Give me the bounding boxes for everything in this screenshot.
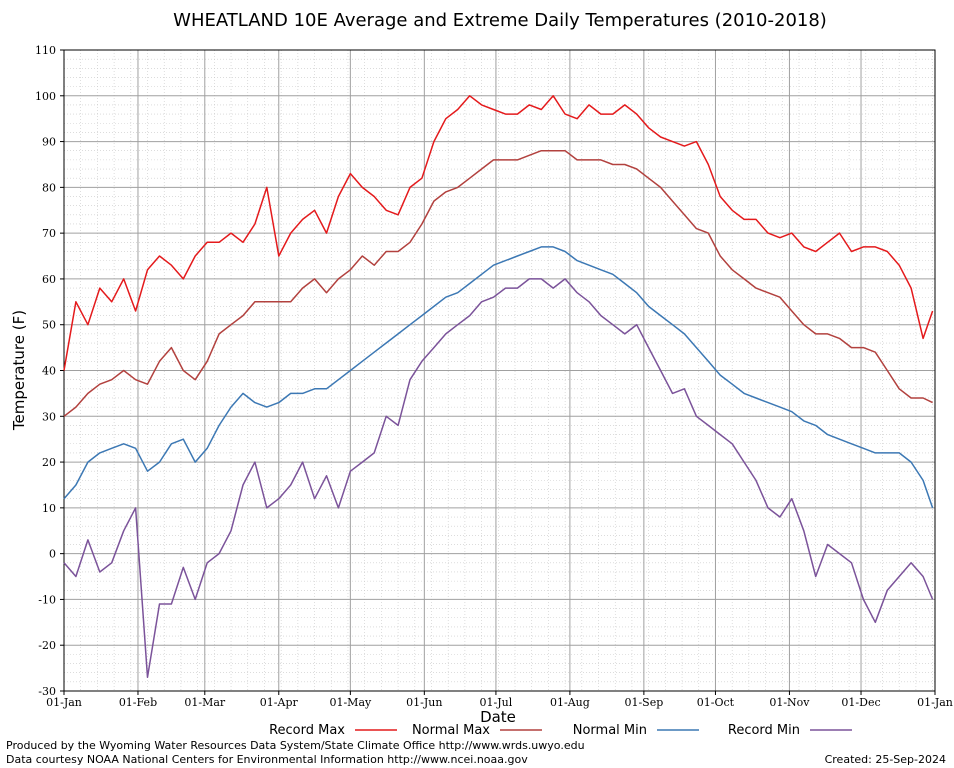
x-tick-label: 01-Sep — [624, 696, 663, 709]
x-tick-label: 01-Jan — [46, 696, 82, 709]
series-line-record-min — [63, 278, 934, 679]
y-tick-label: 30 — [42, 410, 56, 423]
chart-title: WHEATLAND 10E Average and Extreme Daily … — [173, 10, 827, 31]
series-line-normal-max — [63, 149, 933, 417]
footer-source: Data courtesy NOAA National Centers for … — [6, 753, 528, 766]
y-tick-label: 70 — [42, 227, 56, 240]
y-tick-label: 40 — [42, 365, 56, 378]
legend-label: Record Max — [269, 723, 345, 738]
y-tick-label: 110 — [35, 44, 56, 57]
y-tick-label: 100 — [35, 90, 56, 103]
x-axis-ticks: 01-Jan 01-Feb 01-Mar 01-Apr 01-May 01-Jun 01-J… — [46, 691, 953, 709]
y-tick-label: -30 — [38, 685, 56, 698]
legend-label: Normal Max — [412, 723, 490, 738]
y-tick-label: 80 — [42, 181, 56, 194]
x-tick-label: 01-Jun — [406, 696, 442, 709]
y-tick-label: 20 — [42, 456, 56, 469]
series-line-normal-min — [63, 246, 934, 509]
major-gridlines — [63, 49, 936, 692]
y-tick-label: -20 — [38, 639, 56, 652]
x-tick-label: 01-Feb — [119, 696, 157, 709]
series-lines — [63, 95, 934, 679]
x-tick-label: 01-Nov — [769, 696, 810, 709]
y-axis-ticks: -30 -20 -10 0 10 20 30 40 50 60 70 80 90 100 110 — [35, 44, 64, 698]
x-tick-label: 01-Dec — [841, 696, 880, 709]
legend-label: Record Min — [728, 723, 800, 738]
x-tick-label: 01-Mar — [184, 696, 226, 709]
legend: Record Max Normal Max Normal Min Record Min — [269, 723, 852, 738]
y-tick-label: 90 — [42, 136, 56, 149]
x-tick-label: 01-Jul — [480, 696, 513, 709]
series-line-record-max — [63, 95, 934, 371]
x-tick-label: 01-May — [329, 696, 372, 709]
footer-created: Created: 25-Sep-2024 — [825, 753, 946, 766]
y-tick-label: -10 — [38, 593, 56, 606]
x-tick-label: 01-Aug — [550, 696, 590, 709]
y-tick-label: 50 — [42, 319, 56, 332]
x-tick-label: 01-Apr — [260, 696, 299, 709]
minor-gridlines — [63, 50, 935, 691]
y-tick-label: 0 — [49, 548, 56, 561]
x-tick-label: 01-Jan — [917, 696, 953, 709]
y-axis-label: Temperature (F) — [10, 310, 28, 431]
y-tick-label: 10 — [42, 502, 56, 515]
footer-producer: Produced by the Wyoming Water Resources … — [6, 739, 585, 752]
y-tick-label: 60 — [42, 273, 56, 286]
x-tick-label: 01-Oct — [697, 696, 735, 709]
legend-label: Normal Min — [573, 723, 647, 738]
x-axis-label: Date — [480, 708, 516, 726]
